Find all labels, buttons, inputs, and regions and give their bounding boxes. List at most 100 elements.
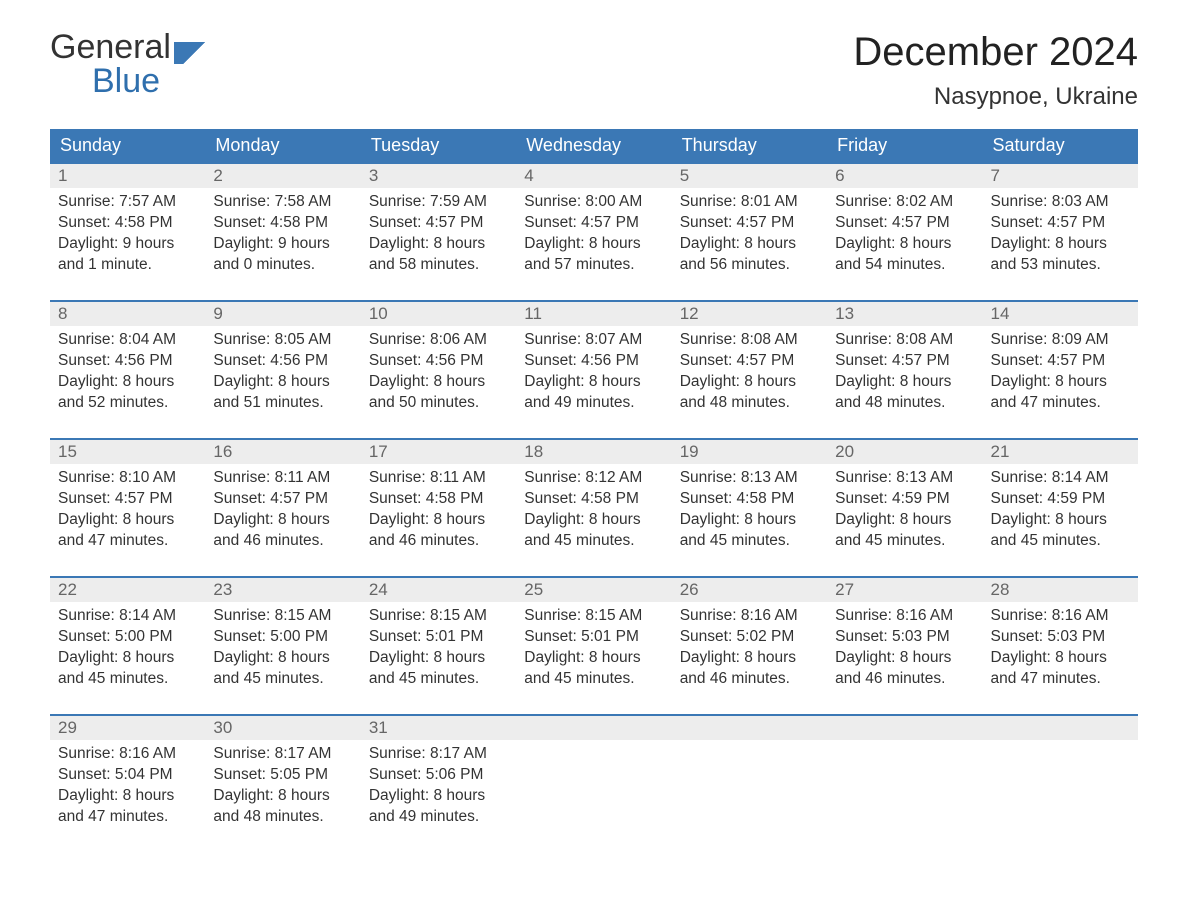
day-cell: 6Sunrise: 8:02 AMSunset: 4:57 PMDaylight…	[827, 164, 982, 282]
page-title: December 2024	[853, 30, 1138, 75]
day-body: Sunrise: 8:16 AMSunset: 5:04 PMDaylight:…	[50, 740, 205, 834]
logo-text-1: General	[50, 30, 171, 64]
day-body: Sunrise: 8:09 AMSunset: 4:57 PMDaylight:…	[983, 326, 1138, 420]
day-cell: 25Sunrise: 8:15 AMSunset: 5:01 PMDayligh…	[516, 578, 671, 696]
sunset-line: Sunset: 5:00 PM	[213, 627, 352, 648]
daylight-line: Daylight: 8 hours and 50 minutes.	[369, 372, 508, 414]
daylight-line: Daylight: 9 hours and 0 minutes.	[213, 234, 352, 276]
day-number: 6	[827, 164, 982, 188]
day-number: 15	[50, 440, 205, 464]
day-number: 21	[983, 440, 1138, 464]
day-number: 27	[827, 578, 982, 602]
day-number	[672, 716, 827, 740]
sunset-line: Sunset: 4:57 PM	[835, 351, 974, 372]
sunset-line: Sunset: 4:57 PM	[680, 213, 819, 234]
day-body: Sunrise: 8:13 AMSunset: 4:58 PMDaylight:…	[672, 464, 827, 558]
day-cell: 7Sunrise: 8:03 AMSunset: 4:57 PMDaylight…	[983, 164, 1138, 282]
day-cell	[983, 716, 1138, 834]
day-body: Sunrise: 8:14 AMSunset: 5:00 PMDaylight:…	[50, 602, 205, 696]
day-body: Sunrise: 8:04 AMSunset: 4:56 PMDaylight:…	[50, 326, 205, 420]
day-number: 2	[205, 164, 360, 188]
day-cell: 18Sunrise: 8:12 AMSunset: 4:58 PMDayligh…	[516, 440, 671, 558]
day-number: 12	[672, 302, 827, 326]
day-body: Sunrise: 8:08 AMSunset: 4:57 PMDaylight:…	[672, 326, 827, 420]
sunset-line: Sunset: 4:56 PM	[524, 351, 663, 372]
day-body: Sunrise: 8:15 AMSunset: 5:01 PMDaylight:…	[361, 602, 516, 696]
day-body: Sunrise: 8:07 AMSunset: 4:56 PMDaylight:…	[516, 326, 671, 420]
title-block: December 2024 Nasypnoe, Ukraine	[853, 30, 1138, 111]
day-number: 20	[827, 440, 982, 464]
day-cell: 9Sunrise: 8:05 AMSunset: 4:56 PMDaylight…	[205, 302, 360, 420]
day-number: 19	[672, 440, 827, 464]
weeks-container: 1Sunrise: 7:57 AMSunset: 4:58 PMDaylight…	[50, 162, 1138, 834]
daylight-line: Daylight: 8 hours and 45 minutes.	[524, 648, 663, 690]
sunrise-line: Sunrise: 7:58 AM	[213, 192, 352, 213]
sunset-line: Sunset: 5:05 PM	[213, 765, 352, 786]
day-body: Sunrise: 8:11 AMSunset: 4:57 PMDaylight:…	[205, 464, 360, 558]
daylight-line: Daylight: 8 hours and 45 minutes.	[835, 510, 974, 552]
day-cell: 16Sunrise: 8:11 AMSunset: 4:57 PMDayligh…	[205, 440, 360, 558]
week-row: 8Sunrise: 8:04 AMSunset: 4:56 PMDaylight…	[50, 300, 1138, 420]
daylight-line: Daylight: 8 hours and 47 minutes.	[58, 510, 197, 552]
sunrise-line: Sunrise: 7:59 AM	[369, 192, 508, 213]
sunset-line: Sunset: 4:58 PM	[369, 489, 508, 510]
sunset-line: Sunset: 4:58 PM	[680, 489, 819, 510]
daylight-line: Daylight: 8 hours and 57 minutes.	[524, 234, 663, 276]
sunset-line: Sunset: 4:57 PM	[213, 489, 352, 510]
sunset-line: Sunset: 5:03 PM	[991, 627, 1130, 648]
weekday-header-cell: Wednesday	[516, 129, 671, 162]
sunset-line: Sunset: 5:03 PM	[835, 627, 974, 648]
day-number: 14	[983, 302, 1138, 326]
daylight-line: Daylight: 8 hours and 47 minutes.	[58, 786, 197, 828]
day-number: 22	[50, 578, 205, 602]
sunrise-line: Sunrise: 8:07 AM	[524, 330, 663, 351]
day-body: Sunrise: 8:03 AMSunset: 4:57 PMDaylight:…	[983, 188, 1138, 282]
day-number: 24	[361, 578, 516, 602]
day-cell: 10Sunrise: 8:06 AMSunset: 4:56 PMDayligh…	[361, 302, 516, 420]
header-row: General Blue December 2024 Nasypnoe, Ukr…	[50, 30, 1138, 111]
day-body: Sunrise: 8:01 AMSunset: 4:57 PMDaylight:…	[672, 188, 827, 282]
sunrise-line: Sunrise: 8:08 AM	[835, 330, 974, 351]
day-cell: 26Sunrise: 8:16 AMSunset: 5:02 PMDayligh…	[672, 578, 827, 696]
day-cell: 1Sunrise: 7:57 AMSunset: 4:58 PMDaylight…	[50, 164, 205, 282]
week-row: 1Sunrise: 7:57 AMSunset: 4:58 PMDaylight…	[50, 162, 1138, 282]
day-number: 1	[50, 164, 205, 188]
sunrise-line: Sunrise: 8:03 AM	[991, 192, 1130, 213]
day-cell: 12Sunrise: 8:08 AMSunset: 4:57 PMDayligh…	[672, 302, 827, 420]
daylight-line: Daylight: 8 hours and 49 minutes.	[369, 786, 508, 828]
sunrise-line: Sunrise: 8:02 AM	[835, 192, 974, 213]
sunrise-line: Sunrise: 7:57 AM	[58, 192, 197, 213]
sunset-line: Sunset: 4:56 PM	[213, 351, 352, 372]
daylight-line: Daylight: 8 hours and 47 minutes.	[991, 648, 1130, 690]
day-number: 29	[50, 716, 205, 740]
day-body: Sunrise: 7:57 AMSunset: 4:58 PMDaylight:…	[50, 188, 205, 282]
day-cell: 11Sunrise: 8:07 AMSunset: 4:56 PMDayligh…	[516, 302, 671, 420]
daylight-line: Daylight: 8 hours and 58 minutes.	[369, 234, 508, 276]
sunset-line: Sunset: 4:58 PM	[213, 213, 352, 234]
day-number: 3	[361, 164, 516, 188]
day-body: Sunrise: 8:17 AMSunset: 5:05 PMDaylight:…	[205, 740, 360, 834]
sunrise-line: Sunrise: 8:15 AM	[213, 606, 352, 627]
weekday-header-cell: Friday	[827, 129, 982, 162]
sunset-line: Sunset: 4:57 PM	[680, 351, 819, 372]
day-cell: 29Sunrise: 8:16 AMSunset: 5:04 PMDayligh…	[50, 716, 205, 834]
sunrise-line: Sunrise: 8:14 AM	[991, 468, 1130, 489]
sunset-line: Sunset: 4:57 PM	[58, 489, 197, 510]
sunset-line: Sunset: 4:57 PM	[991, 351, 1130, 372]
weekday-header-cell: Tuesday	[361, 129, 516, 162]
sunrise-line: Sunrise: 8:10 AM	[58, 468, 197, 489]
sunset-line: Sunset: 5:06 PM	[369, 765, 508, 786]
daylight-line: Daylight: 8 hours and 51 minutes.	[213, 372, 352, 414]
day-cell	[672, 716, 827, 834]
sunrise-line: Sunrise: 8:16 AM	[680, 606, 819, 627]
day-number: 8	[50, 302, 205, 326]
day-body: Sunrise: 8:14 AMSunset: 4:59 PMDaylight:…	[983, 464, 1138, 558]
day-cell: 30Sunrise: 8:17 AMSunset: 5:05 PMDayligh…	[205, 716, 360, 834]
day-cell: 28Sunrise: 8:16 AMSunset: 5:03 PMDayligh…	[983, 578, 1138, 696]
day-number: 10	[361, 302, 516, 326]
sunrise-line: Sunrise: 8:13 AM	[835, 468, 974, 489]
sunrise-line: Sunrise: 8:15 AM	[524, 606, 663, 627]
daylight-line: Daylight: 8 hours and 48 minutes.	[835, 372, 974, 414]
day-cell: 27Sunrise: 8:16 AMSunset: 5:03 PMDayligh…	[827, 578, 982, 696]
daylight-line: Daylight: 8 hours and 45 minutes.	[524, 510, 663, 552]
